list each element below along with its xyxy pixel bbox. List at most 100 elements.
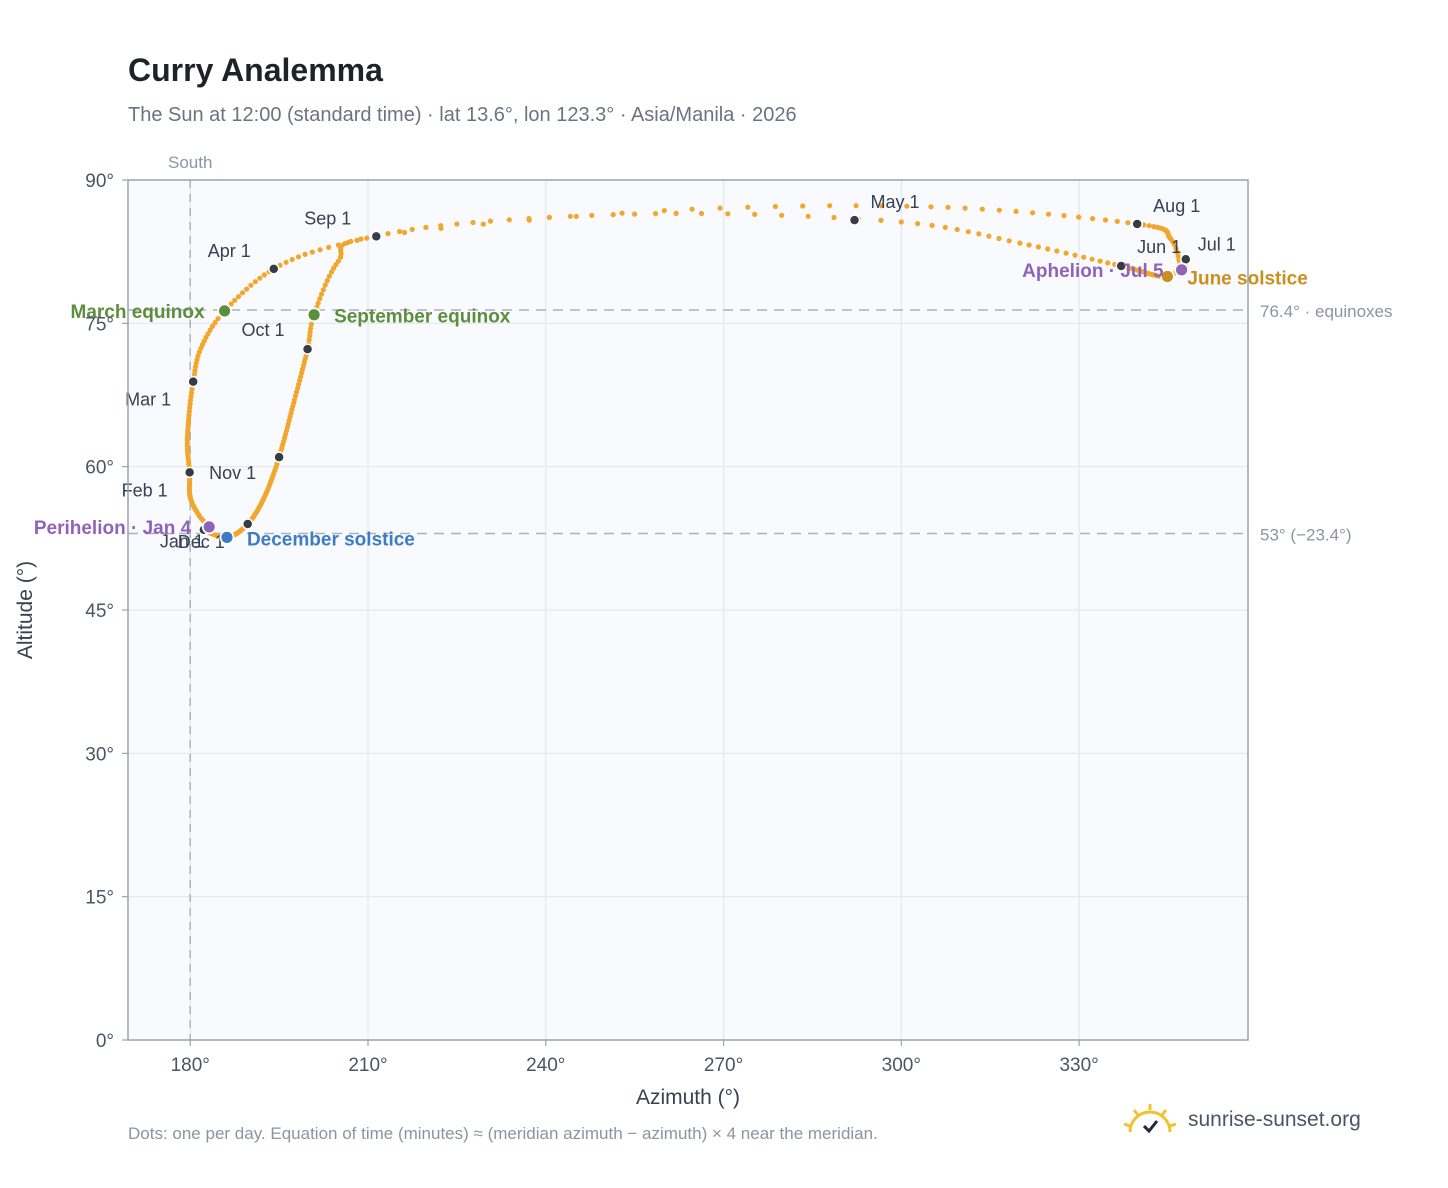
daily-dot	[196, 349, 202, 355]
y-tick-label: 90°	[85, 171, 114, 192]
daily-dot	[853, 203, 859, 209]
daily-dot	[904, 203, 910, 209]
daily-dot	[188, 390, 195, 396]
footnote: Dots: one per day. Equation of time (min…	[128, 1124, 878, 1143]
event-label: Perihelion · Jan 4	[34, 518, 192, 539]
reference-lines: South 76.4° · equinoxes 53° (−23.4°)	[128, 153, 1393, 1040]
daily-dot	[805, 213, 811, 219]
daily-dot	[1072, 252, 1078, 258]
daily-dot	[364, 235, 370, 241]
altitude-reference-label: 76.4° · equinoxes	[1260, 302, 1393, 321]
month-marker	[848, 214, 861, 226]
daily-dot	[317, 247, 323, 253]
daily-dot	[1125, 220, 1131, 226]
daily-dot	[526, 217, 532, 223]
daily-dot	[745, 204, 751, 210]
month-label: Dec 1	[178, 532, 225, 552]
daily-dot	[326, 244, 332, 250]
daily-dot	[228, 301, 234, 307]
daily-dot	[320, 287, 326, 293]
daily-dot	[212, 320, 218, 326]
daily-dot	[295, 254, 302, 260]
daily-dot	[996, 235, 1002, 242]
daily-dot	[610, 212, 616, 218]
daily-dot	[328, 269, 335, 275]
month-label: Nov 1	[209, 463, 256, 483]
daily-dot	[409, 226, 415, 232]
daily-dot	[1097, 258, 1103, 264]
daily-dot	[289, 256, 295, 263]
month-marker	[370, 230, 383, 243]
daily-dot	[322, 282, 328, 288]
daily-dot	[1035, 244, 1041, 250]
daily-dot	[252, 279, 258, 285]
x-tick-label: 210°	[348, 1055, 387, 1076]
month-marker	[1115, 260, 1127, 272]
daily-dot	[331, 265, 337, 271]
x-tick-label: 330°	[1059, 1055, 1098, 1076]
brand-name: sunrise-sunset.org	[1188, 1108, 1361, 1131]
daily-dot	[309, 249, 315, 255]
daily-dot	[317, 296, 323, 302]
daily-dot	[308, 321, 314, 327]
y-axis-label: Altitude (°)	[14, 561, 37, 659]
altitude-reference-label: 53° (−23.4°)	[1260, 526, 1352, 545]
daily-dot	[1102, 217, 1109, 223]
daily-dot	[546, 214, 553, 220]
daily-dot	[1090, 216, 1096, 222]
month-marker	[301, 343, 314, 355]
daily-dot	[1151, 224, 1157, 230]
daily-dot	[1076, 214, 1082, 220]
daily-dot	[661, 208, 667, 214]
month-label: May 1	[871, 192, 920, 212]
daily-dot	[689, 206, 695, 212]
daily-dot	[878, 217, 884, 223]
month-label: Apr 1	[208, 241, 251, 261]
daily-dot	[318, 291, 325, 297]
daily-dot	[1089, 256, 1095, 262]
daily-dot	[942, 224, 948, 230]
daily-dot	[326, 273, 332, 279]
month-label: Sep 1	[304, 208, 351, 228]
daily-dot	[283, 259, 289, 265]
daily-dot	[589, 212, 595, 218]
daily-dot	[239, 290, 246, 296]
y-tick-label: 15°	[85, 888, 114, 909]
daily-dot	[358, 236, 364, 242]
daily-dot	[1017, 240, 1023, 246]
month-label: Mar 1	[125, 390, 171, 410]
month-label: Jul 1	[1198, 234, 1236, 254]
daily-dot	[257, 275, 263, 281]
daily-dot	[470, 219, 476, 226]
month-label: Feb 1	[122, 480, 168, 500]
brand[interactable]: sunrise-sunset.org	[1122, 1102, 1361, 1138]
daily-dot	[232, 297, 238, 303]
daily-dot	[1026, 242, 1032, 248]
x-tick-label: 270°	[704, 1055, 743, 1076]
event-marker	[201, 519, 217, 535]
daily-dot	[717, 205, 723, 211]
month-label: Oct 1	[242, 320, 285, 340]
daily-dot	[1030, 210, 1036, 216]
daily-dot	[438, 225, 444, 231]
daily-dot	[307, 329, 313, 335]
daily-dot	[986, 233, 992, 239]
daily-dot	[567, 213, 574, 219]
meridian-label: South	[168, 153, 212, 172]
daily-dot	[965, 229, 971, 235]
daily-dot	[480, 221, 486, 227]
sunrise-logo-icon	[1123, 1104, 1177, 1134]
daily-dot	[338, 254, 344, 260]
daily-dot	[945, 204, 951, 210]
month-marker	[1131, 218, 1143, 230]
daily-dot	[954, 226, 960, 233]
daily-dot	[186, 408, 192, 415]
y-axis-ticks: 0° 15° 30° 45° 60° 75° 90°	[85, 171, 128, 1052]
daily-dot	[454, 221, 460, 227]
daily-dot	[653, 211, 659, 217]
daily-dot	[1063, 250, 1069, 256]
event-marker	[219, 529, 235, 545]
daily-dot	[1054, 248, 1060, 254]
daily-dot	[324, 278, 330, 284]
y-tick-label: 30°	[85, 744, 114, 765]
